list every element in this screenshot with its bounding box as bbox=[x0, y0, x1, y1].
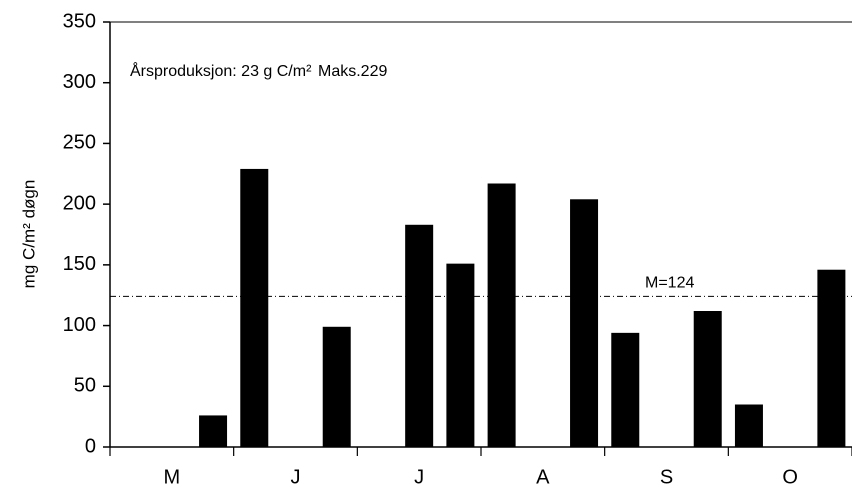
x-tick-label: J bbox=[291, 466, 301, 488]
y-tick-label: 350 bbox=[63, 10, 96, 32]
y-tick-label: 300 bbox=[63, 71, 96, 93]
x-tick-label: J bbox=[414, 466, 424, 488]
y-tick-label: 200 bbox=[63, 192, 96, 214]
x-tick-label: S bbox=[660, 466, 673, 488]
bar bbox=[611, 332, 640, 447]
bar bbox=[405, 224, 434, 447]
bar bbox=[734, 404, 763, 447]
y-tick-label: 250 bbox=[63, 132, 96, 154]
mean-label: M=124 bbox=[645, 275, 694, 292]
bar bbox=[240, 168, 269, 447]
y-tick-label: 0 bbox=[85, 435, 96, 457]
bar bbox=[817, 269, 846, 447]
y-tick-label: 150 bbox=[63, 253, 96, 275]
annotation: Årsproduksjon: 23 g C/m² bbox=[130, 61, 312, 80]
bar bbox=[322, 326, 351, 447]
x-tick-label: A bbox=[536, 466, 550, 488]
y-axis-label: mg C/m² døgn bbox=[19, 180, 38, 289]
annotation: Maks.229 bbox=[318, 63, 387, 80]
y-tick-label: 50 bbox=[74, 375, 96, 397]
x-tick-label: O bbox=[782, 466, 798, 488]
x-tick-label: M bbox=[163, 466, 180, 488]
bar bbox=[199, 415, 228, 447]
bar bbox=[487, 183, 516, 447]
bar bbox=[446, 263, 475, 447]
bar bbox=[693, 311, 722, 447]
bar bbox=[570, 199, 599, 447]
y-tick-label: 100 bbox=[63, 314, 96, 336]
